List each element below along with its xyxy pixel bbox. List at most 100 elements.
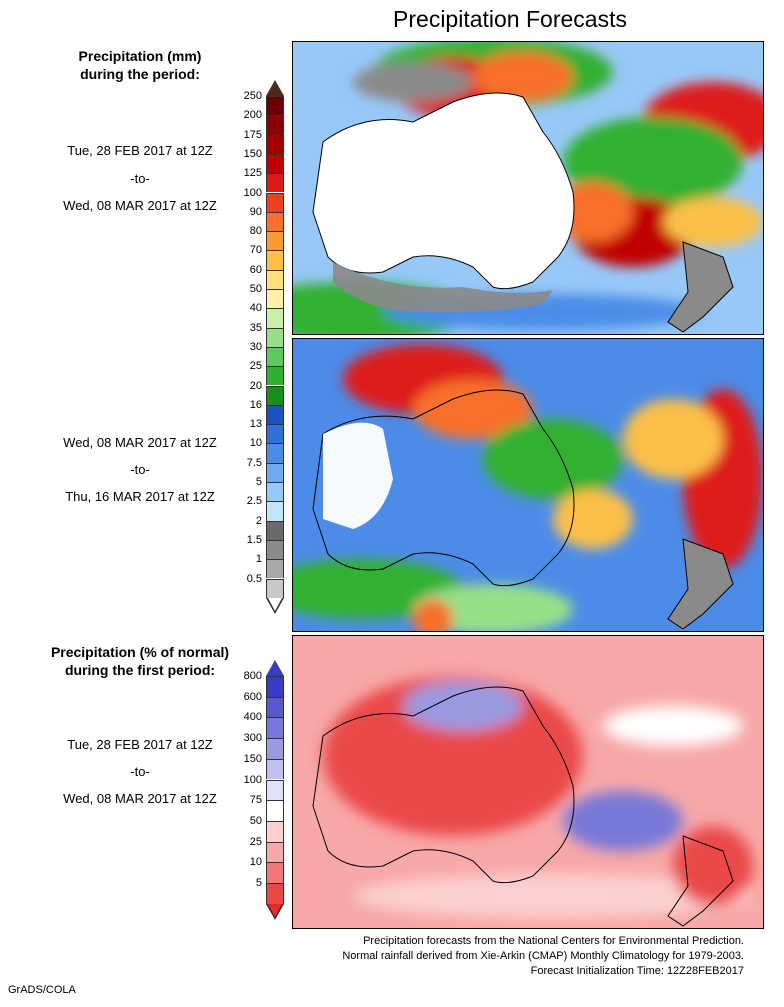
- precip-mm-colorbar-bottom-arrow-fill: [268, 597, 282, 611]
- footnote-line2: Normal rainfall derived from Xie-Arkin (…: [342, 950, 744, 962]
- precip-pct-colorbar-label: 5: [255, 877, 262, 889]
- precip-mm-colorbar-segment: [266, 115, 284, 135]
- precip-mm-colorbar-label: 35: [249, 321, 262, 334]
- precip-mm-colorbar-segment: [266, 211, 284, 232]
- map-panel-period2: [292, 338, 764, 632]
- precip-pct-colorbar-label: 25: [249, 835, 262, 848]
- precip-mm-colorbar-label: 40: [249, 302, 262, 315]
- precip-mm-colorbar-label: 25: [249, 360, 262, 373]
- precip-mm-colorbar-label: 0.5: [246, 572, 262, 585]
- precip-mm-colorbar-segment: [266, 308, 284, 328]
- precip-mm-colorbar-segment: [266, 443, 284, 463]
- precip-pct-colorbar-label: 800: [243, 670, 262, 682]
- precip-mm-colorbar-label: 7.5: [246, 456, 262, 469]
- period3-start: Tue, 28 FEB 2017 at 12Z: [67, 737, 213, 752]
- precip-pct-colorbar-segment: [266, 676, 284, 697]
- precip-mm-colorbar-label: 175: [243, 128, 262, 141]
- precip-mm-colorbar-segment: [266, 250, 284, 270]
- precip-mm-colorbar-segment: [266, 153, 284, 174]
- precip-mm-colorbar-segment: [266, 192, 284, 212]
- precip-mm-colorbar-segment: [266, 269, 284, 289]
- precip-mm-colorbar-label: 50: [249, 283, 262, 295]
- precip-pct-colorbar-label: 50: [249, 814, 262, 827]
- precip-mm-colorbar-segment: [266, 231, 284, 251]
- precip-mm-colorbar-segment: [266, 482, 284, 502]
- precip-mm-colorbar-segment: [266, 327, 284, 347]
- precip-mm-colorbar-label: 150: [243, 147, 262, 160]
- precip-pct-colorbar-segment: [266, 717, 284, 739]
- precip-pct-colorbar-label: 100: [243, 773, 262, 786]
- precip-mm-colorbar-label: 100: [243, 186, 262, 199]
- precip-mm-colorbar-label: 1.5: [246, 533, 262, 546]
- period2-start: Wed, 08 MAR 2017 at 12Z: [63, 435, 217, 450]
- precip-map-period2: [293, 339, 763, 631]
- precip-mm-colorbar-segment: [266, 346, 284, 367]
- precip-mm-colorbar-segment: [266, 559, 284, 579]
- precip-mm-colorbar-label: 200: [243, 109, 262, 122]
- precip-mm-colorbar-segment: [266, 539, 284, 560]
- precip-pct-colorbar-segment: [266, 758, 284, 780]
- precip-pct-colorbar-label: 10: [249, 856, 262, 869]
- precip-pct-map: [293, 636, 763, 928]
- precip-mm-colorbar-segment: [266, 134, 284, 154]
- precip-mm-colorbar-label: 2.5: [246, 495, 262, 508]
- precip-mm-colorbar-segment: [266, 173, 284, 193]
- precip-pct-colorbar-segment: [266, 883, 284, 904]
- precip-mm-colorbar-label: 16: [249, 398, 262, 411]
- new-zealand-landmass: [667, 241, 734, 333]
- precip-mm-colorbar-label: 10: [249, 437, 262, 450]
- period2-end: Thu, 16 MAR 2017 at 12Z: [65, 489, 215, 504]
- precip-mm-header-line1: Precipitation (mm): [78, 48, 202, 64]
- precip-mm-header: Precipitation (mm) during the period:: [10, 47, 270, 83]
- precip-mm-colorbar-segment: [266, 366, 284, 386]
- precip-mm-colorbar-top-arrow: [266, 80, 284, 96]
- precip-pct-colorbar-segment: [266, 738, 284, 759]
- period1-sep: -to-: [130, 171, 150, 186]
- precip-map-period1: [293, 42, 763, 334]
- precip-mm-colorbar-segment: [266, 424, 284, 444]
- page-title: Precipitation Forecasts: [393, 6, 627, 32]
- precip-pct-colorbar-label: 400: [243, 711, 262, 724]
- precip-pct-colorbar-label: 75: [249, 794, 262, 807]
- period1-start: Tue, 28 FEB 2017 at 12Z: [67, 143, 213, 158]
- precip-pct-colorbar-label: 150: [243, 752, 262, 765]
- footnote: Precipitation forecasts from the Nationa…: [244, 934, 744, 979]
- precip-mm-colorbar-label: 1: [255, 553, 262, 566]
- precip-mm-colorbar-segment: [266, 462, 284, 482]
- grads-credit: GrADS/COLA: [8, 984, 76, 996]
- precip-mm-colorbar-label: 250: [243, 90, 262, 102]
- new-zealand-outline: [667, 538, 734, 630]
- footnote-line1: Precipitation forecasts from the Nationa…: [363, 935, 744, 947]
- period3-sep: -to-: [130, 764, 150, 779]
- precip-pct-colorbar-segment: [266, 696, 284, 718]
- precip-pct-colorbar-top-arrow: [266, 660, 284, 676]
- precip-mm-colorbar-label: 80: [249, 225, 262, 238]
- precip-pct-colorbar-segment: [266, 800, 284, 821]
- precip-pct-colorbar-segment: [266, 779, 284, 801]
- precip-pct-colorbar-label: 300: [243, 732, 262, 745]
- precip-mm-colorbar-label: 13: [249, 418, 262, 431]
- period2-sep: -to-: [130, 462, 150, 477]
- footnote-line3: Forecast Initialization Time: 12Z28FEB20…: [530, 965, 744, 977]
- precip-mm-colorbar-segment: [266, 578, 284, 598]
- australia-outline-pct: [312, 686, 575, 884]
- precip-mm-colorbar-label: 30: [249, 340, 262, 353]
- precip-pct-colorbar-bottom-arrow-fill: [268, 903, 282, 917]
- new-zealand-outline-pct: [667, 835, 734, 927]
- precip-mm-colorbar-segment: [266, 289, 284, 309]
- precip-mm-colorbar-label: 20: [249, 379, 262, 392]
- period3-end: Wed, 08 MAR 2017 at 12Z: [63, 791, 217, 806]
- period1-end: Wed, 08 MAR 2017 at 12Z: [63, 198, 217, 213]
- precip-mm-colorbar-segment: [266, 385, 284, 405]
- precip-mm-colorbar-segment: [266, 501, 284, 521]
- australia-outline: [312, 389, 575, 587]
- precip-pct-header-line2: during the first period:: [64, 662, 216, 678]
- precip-pct-colorbar-label: 600: [243, 690, 262, 703]
- precip-mm-colorbar-label: 2: [255, 514, 262, 527]
- precip-mm-colorbar-segment: [266, 404, 284, 425]
- map-panel-percent-normal: [292, 635, 764, 929]
- precip-pct-colorbar-segment: [266, 820, 284, 842]
- precip-mm-colorbar-segment: [266, 96, 284, 116]
- precip-mm-colorbar-label: 70: [249, 244, 262, 257]
- precip-mm-header-line2: during the period:: [80, 66, 200, 82]
